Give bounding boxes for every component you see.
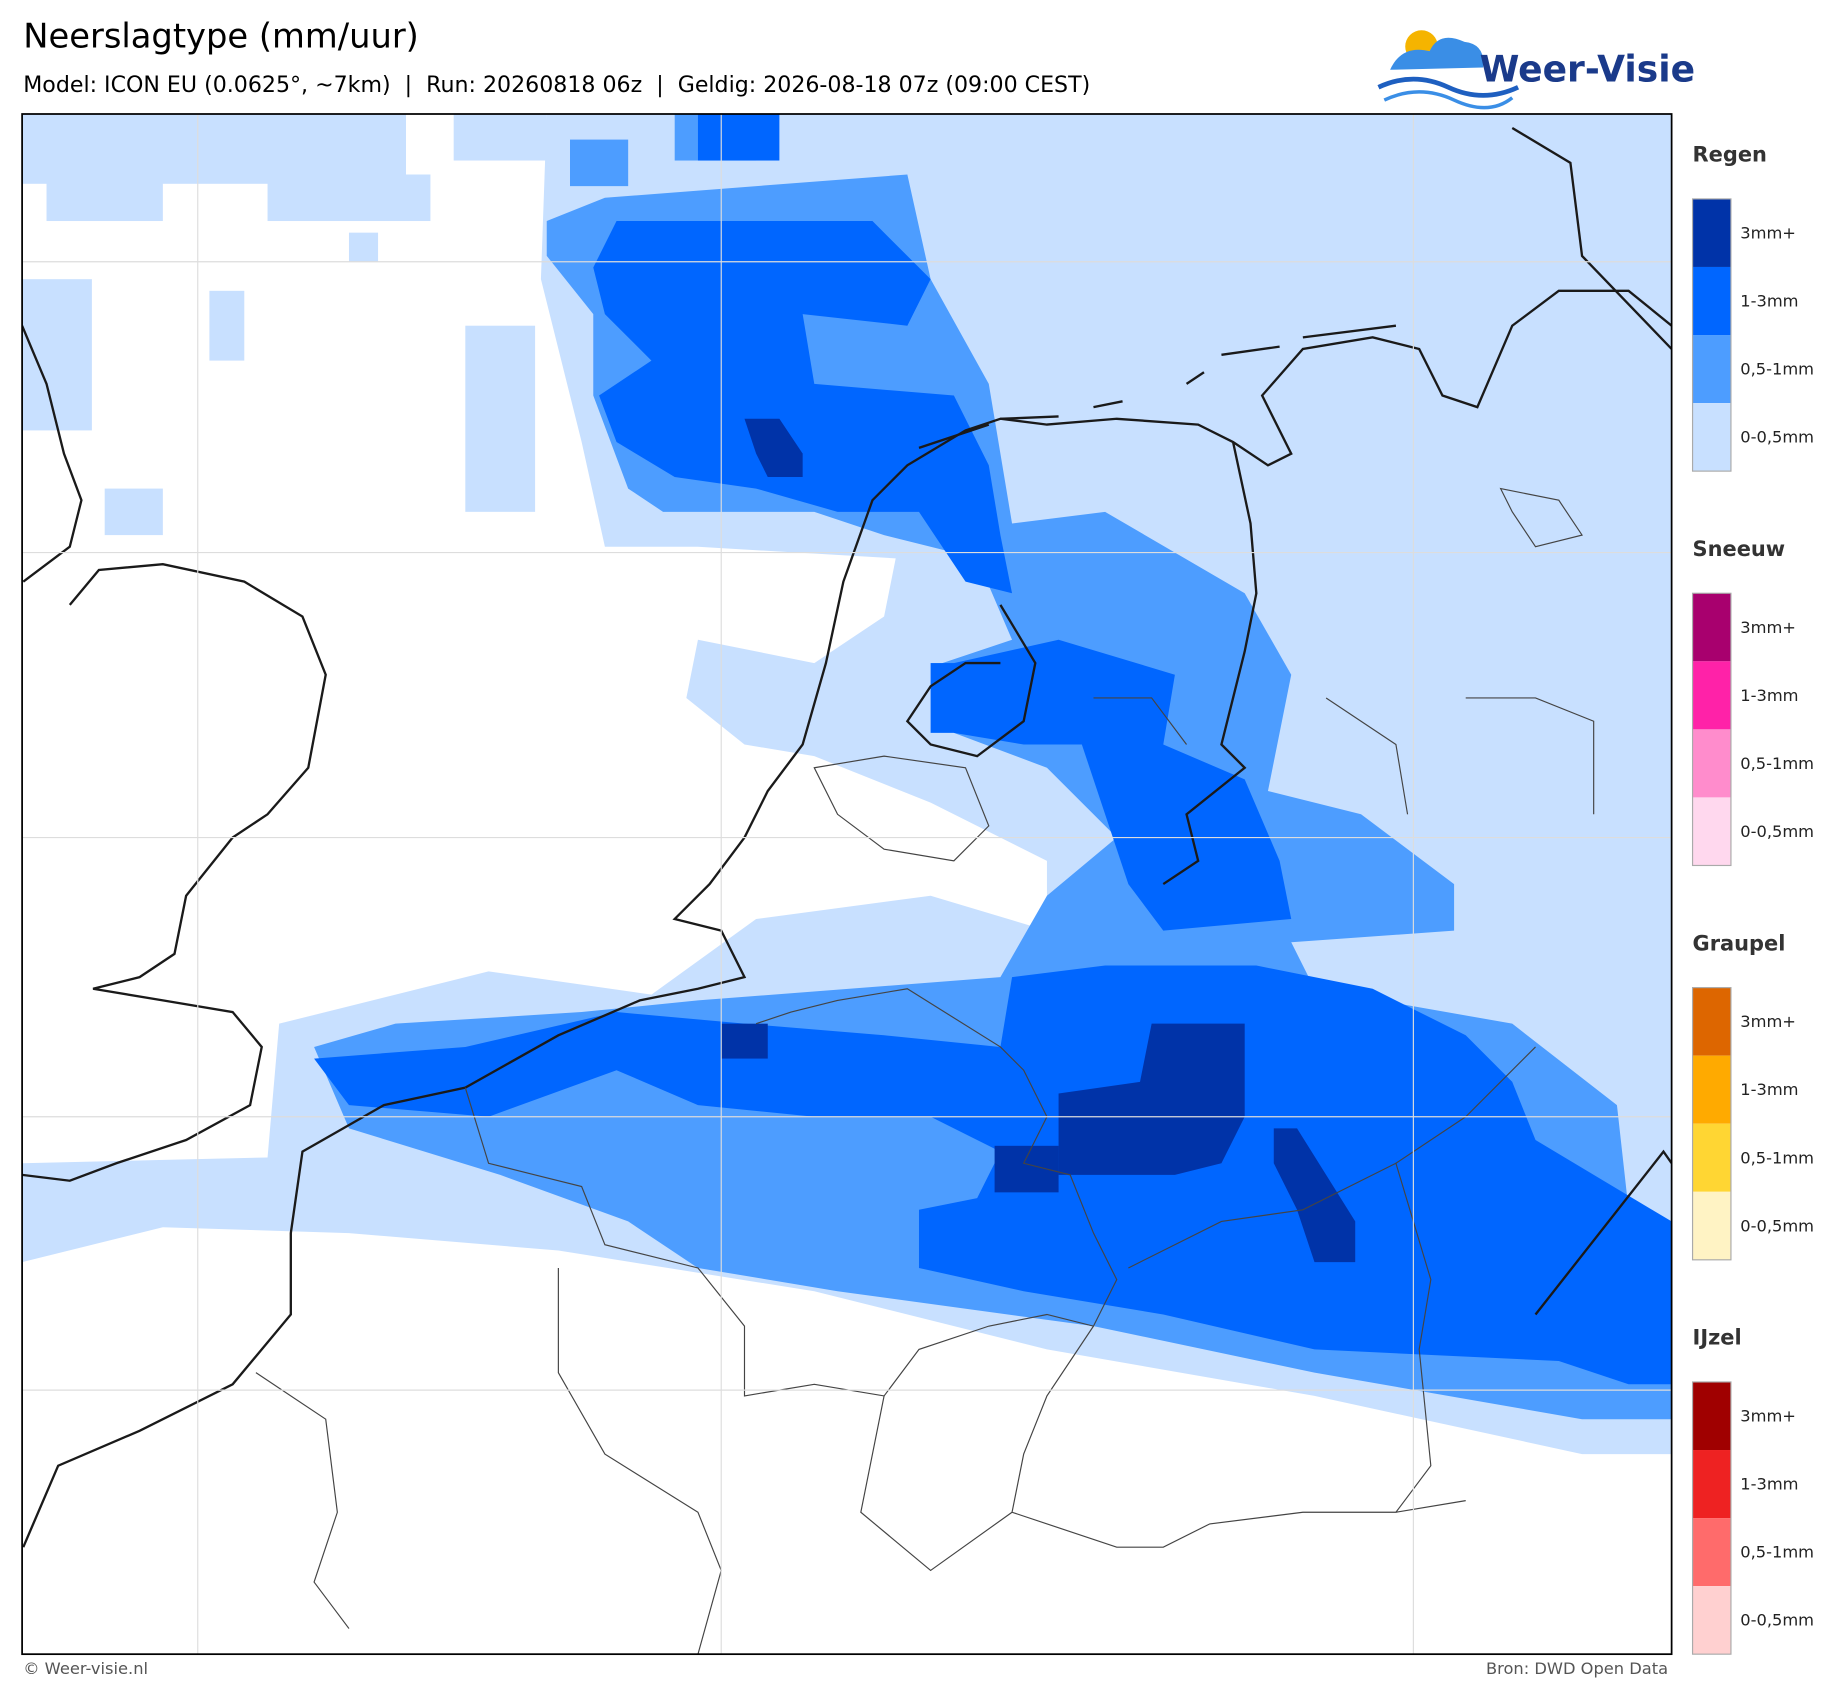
footer-left: © Weer-visie.nl (23, 1659, 148, 1678)
legend-label: 0-0,5mm (1740, 1611, 1814, 1630)
logo: Weer-Visie (1377, 30, 1695, 110)
legend-label: 0,5-1mm (1740, 1148, 1814, 1167)
legend-label: 0,5-1mm (1740, 360, 1814, 379)
legend-label: 0-0,5mm (1740, 1216, 1814, 1235)
legend-label: 1-3mm (1740, 1080, 1798, 1099)
legend-swatch (1692, 729, 1731, 798)
legend-swatch (1692, 1191, 1731, 1260)
borders (255, 487, 1595, 1655)
legend: Regen 3mm+ 1-3mm 0,5-1mm 0-0,5mm Sneeuw 3mm+ 1-… (1691, 143, 1814, 1655)
legend-label: 0-0,5mm (1740, 428, 1814, 447)
legend-heading: Graupel (1693, 931, 1786, 955)
legend-label: 3mm+ (1740, 1407, 1796, 1426)
legend-label: 0-0,5mm (1740, 822, 1814, 841)
legend-outline (1691, 1381, 1732, 1655)
legend-heading: IJzel (1693, 1326, 1742, 1350)
legend-swatch (1692, 1586, 1731, 1655)
legend-swatch (1692, 1055, 1731, 1124)
legend-heading: Regen (1693, 143, 1767, 167)
legend-label: 3mm+ (1740, 618, 1796, 637)
legend-label: 1-3mm (1740, 1475, 1798, 1494)
legend-label: 0,5-1mm (1740, 1543, 1814, 1562)
legend-swatch (1692, 1381, 1731, 1451)
legend-swatch (1692, 403, 1731, 472)
legend-outline (1691, 592, 1732, 867)
legend-swatch (1692, 266, 1731, 336)
legend-outline (1691, 198, 1732, 472)
legend-swatch (1692, 1450, 1731, 1519)
legend-swatch (1692, 797, 1731, 866)
legend-label: 1-3mm (1740, 292, 1798, 311)
legend-swatch (1692, 198, 1731, 267)
subtitle: Model: ICON EU (0.0625°, ~7km) | Run: 20… (23, 72, 1090, 98)
map-frame (21, 113, 1673, 1656)
legend-swatch (1692, 1518, 1731, 1587)
logo-text: Weer-Visie (1480, 48, 1695, 90)
legend-label: 1-3mm (1740, 686, 1798, 705)
legend-label: 3mm+ (1740, 1012, 1796, 1031)
map (22, 114, 1672, 1655)
legend-swatch (1692, 987, 1731, 1056)
title: Neerslagtype (mm/uur) (23, 17, 419, 56)
legend-swatch (1692, 1123, 1731, 1192)
legend-outline (1691, 987, 1732, 1261)
legend-swatch (1692, 661, 1731, 730)
legend-swatch (1692, 335, 1731, 404)
graticule (22, 114, 1672, 1655)
footer-right: Bron: DWD Open Data (1486, 1659, 1668, 1678)
legend-heading: Sneeuw (1693, 537, 1786, 561)
legend-label: 3mm+ (1740, 223, 1796, 242)
legend-label: 0,5-1mm (1740, 754, 1814, 773)
precip-heavy (314, 114, 1672, 1385)
precip-extreme (721, 418, 1356, 1263)
legend-swatch (1692, 593, 1731, 662)
